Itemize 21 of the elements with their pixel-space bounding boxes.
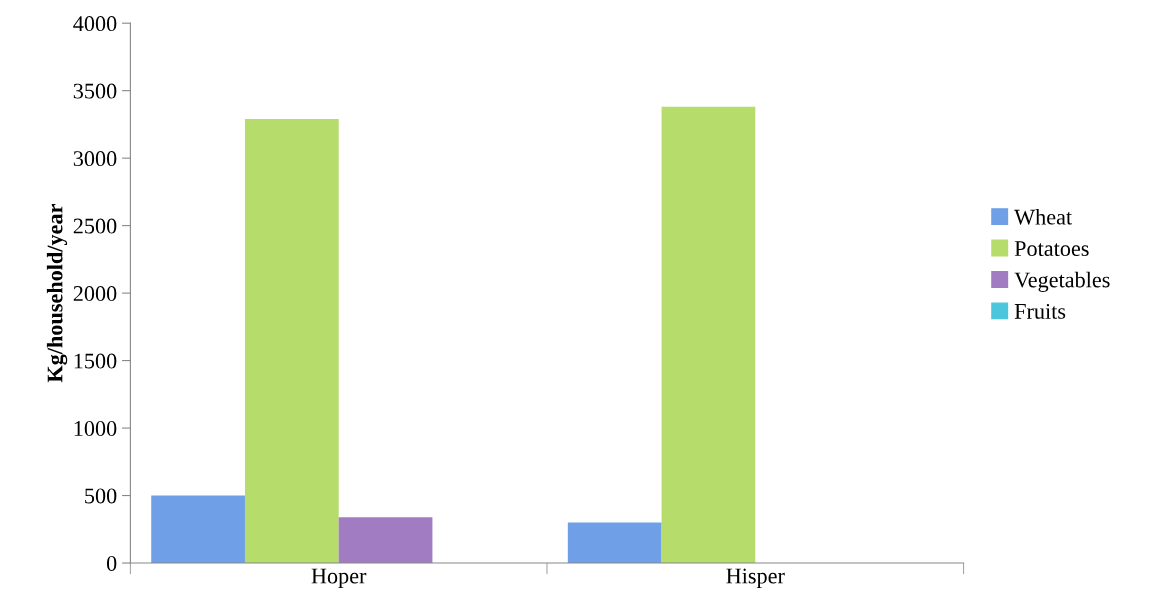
legend-label: Wheat bbox=[1014, 208, 1072, 225]
bar bbox=[338, 517, 433, 564]
legend-label: Fruits bbox=[1014, 303, 1066, 319]
bar bbox=[567, 522, 662, 564]
y-axis-title: Kg/household/year bbox=[46, 204, 68, 383]
y-tick-label: 0 bbox=[106, 555, 117, 571]
bar bbox=[244, 119, 339, 564]
y-tick-label: 4000 bbox=[73, 16, 117, 32]
y-tick-label: 3000 bbox=[73, 151, 117, 167]
legend-label: Vegetables bbox=[1014, 271, 1110, 292]
x-tick-label: Hoper bbox=[311, 568, 367, 589]
y-tick-label: 2500 bbox=[73, 218, 117, 234]
y-tick-label: 2000 bbox=[73, 286, 117, 302]
y-tick-label: 1500 bbox=[74, 353, 117, 369]
y-tick-label: 500 bbox=[85, 488, 117, 504]
legend-label: Potatoes bbox=[1014, 241, 1089, 257]
bar bbox=[661, 106, 756, 564]
y-tick-label: 3500 bbox=[73, 83, 117, 99]
y-tick-label: 1000 bbox=[74, 421, 117, 436]
x-tick-label: Hisper bbox=[726, 568, 785, 589]
bar bbox=[151, 495, 245, 564]
